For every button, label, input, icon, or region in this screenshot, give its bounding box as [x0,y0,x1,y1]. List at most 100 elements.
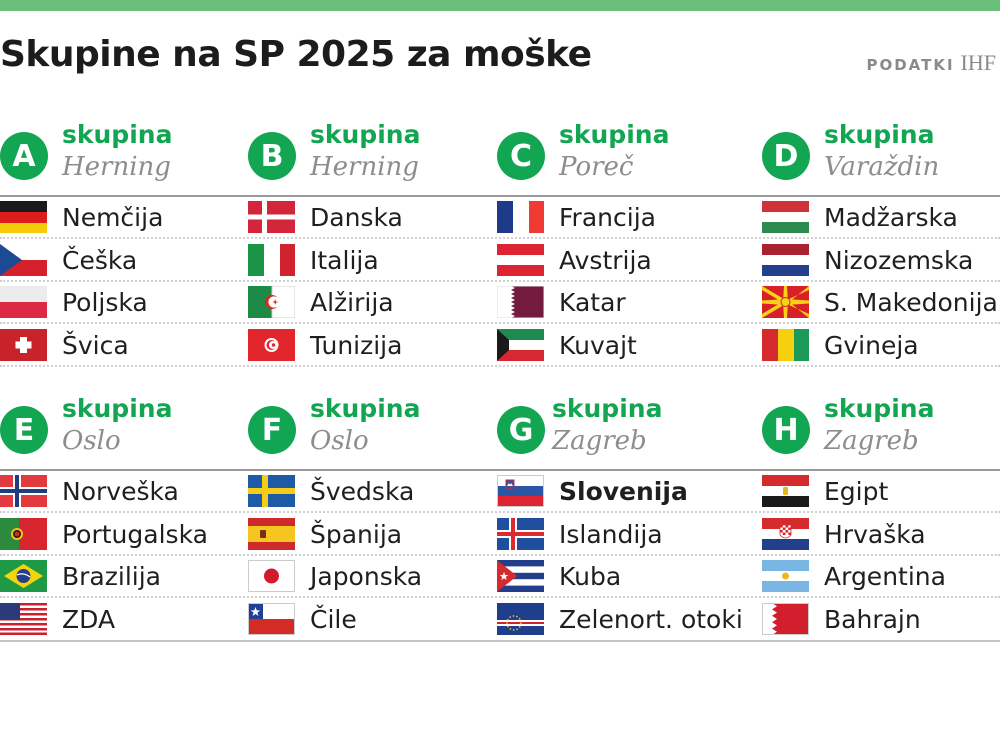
croatia-flag-icon [762,518,809,550]
group-city: Zagreb [824,426,919,456]
slovenia-flag-icon [497,475,544,507]
group-header: D skupina Varaždin [762,118,1000,190]
czechia-flag-icon [0,244,47,276]
team-row: Španija [248,513,508,555]
germany-flag-icon [0,201,47,233]
group-letter-badge: B [248,132,296,180]
team-row: Nizozemska [762,239,1000,281]
team-row: Islandija [497,513,757,555]
group-header: C skupina Poreč [497,118,757,190]
austria-flag-icon [497,244,544,276]
row-divider [0,511,1000,513]
team-name: Španija [310,519,403,549]
norway-flag-icon [0,475,47,507]
team-row: Slovenija [497,470,757,512]
group-header: G skupina Zagreb [497,392,757,464]
group-city: Oslo [310,426,369,456]
source-label: PODATKI [866,56,955,74]
team-name: Danska [310,202,403,232]
group-label: skupina [824,394,935,423]
group-label: skupina [824,120,935,149]
team-name: Bahrajn [824,604,921,634]
team-name: Islandija [559,519,663,549]
row-divider [0,596,1000,598]
team-name: Alžirija [310,287,394,317]
team-row: Alžirija [248,281,508,323]
group-header: A skupina Herning [0,118,260,190]
group-city: Herning [310,152,419,182]
team-name: Švedska [310,476,415,506]
group-letter-badge: A [0,132,48,180]
spain-flag-icon [248,518,295,550]
team-row: Avstrija [497,239,757,281]
group-city: Zagreb [552,426,647,456]
group-label: skupina [62,394,173,423]
team-name: Brazilija [62,561,161,591]
group-city: Herning [62,152,171,182]
team-row: Brazilija [0,555,260,597]
team-row: Gvineja [762,324,1000,366]
algeria-flag-icon [248,286,295,318]
portugal-flag-icon [0,518,47,550]
team-row: Kuvajt [497,324,757,366]
row-divider [0,365,1000,367]
chile-flag-icon [248,603,295,635]
team-name: Zelenort. otoki [559,604,743,634]
team-row: Francija [497,196,757,238]
team-row: Argentina [762,555,1000,597]
team-row: S. Makedonija [762,281,1000,323]
team-row: Poljska [0,281,260,323]
team-row: Čile [248,598,508,640]
team-name: Gvineja [824,330,919,360]
usa-flag-icon [0,603,47,635]
row-divider [0,280,1000,282]
group-header: F skupina Oslo [248,392,508,464]
team-row: Tunizija [248,324,508,366]
team-name: Švica [62,330,129,360]
team-name: S. Makedonija [824,287,998,317]
row-divider [0,237,1000,239]
team-name: Hrvaška [824,519,926,549]
qatar-flag-icon [497,286,544,318]
group-label: skupina [310,120,421,149]
team-row: Zelenort. otoki [497,598,757,640]
group-letter-badge: E [0,406,48,454]
switzerland-flag-icon [0,329,47,361]
team-row: Hrvaška [762,513,1000,555]
team-name: Čile [310,604,357,634]
page-title: Skupine na SP 2025 za moške [0,34,592,75]
hungary-flag-icon [762,201,809,233]
team-name: Argentina [824,561,946,591]
bahrain-flag-icon [762,603,809,635]
team-name: Avstrija [559,245,652,275]
team-name: Madžarska [824,202,958,232]
source-org: IHF [960,50,996,75]
denmark-flag-icon [248,201,295,233]
team-name: ZDA [62,604,116,634]
team-row: Italija [248,239,508,281]
argentina-flag-icon [762,560,809,592]
group-label: skupina [559,120,670,149]
sweden-flag-icon [248,475,295,507]
groups-row-1: A skupina Herning Nemčija Češka Poljska … [0,118,1000,378]
bottom-divider [0,640,1000,642]
team-row: Katar [497,281,757,323]
team-row: Švica [0,324,260,366]
group-label: skupina [62,120,173,149]
team-name: Norveška [62,476,179,506]
italy-flag-icon [248,244,295,276]
japan-flag-icon [248,560,295,592]
guinea-flag-icon [762,329,809,361]
brazil-flag-icon [0,560,47,592]
team-name: Kuvajt [559,330,637,360]
team-name: Nizozemska [824,245,974,275]
group-city: Varaždin [824,152,940,182]
team-name: Francija [559,202,656,232]
cuba-flag-icon [497,560,544,592]
north-macedonia-flag-icon [762,286,809,318]
source-credit: PODATKI IHF [866,50,996,76]
group-header: B skupina Herning [248,118,508,190]
france-flag-icon [497,201,544,233]
group-letter-badge: G [497,406,545,454]
tunisia-flag-icon [248,329,295,361]
